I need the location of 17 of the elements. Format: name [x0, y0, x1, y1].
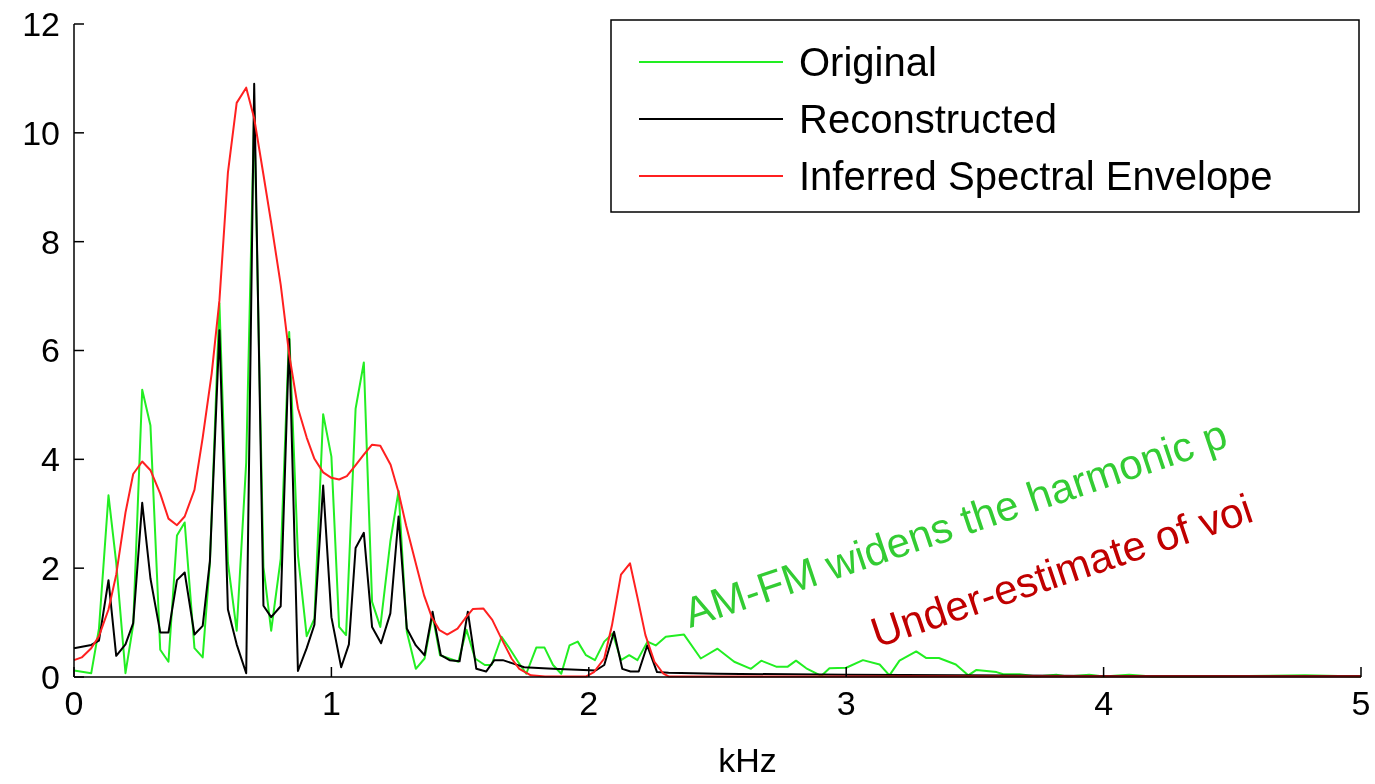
y-tick-label: 0 [41, 657, 60, 696]
legend-label: Reconstructed [799, 97, 1057, 141]
x-tick-label: 4 [1094, 684, 1114, 722]
x-tick-label: 5 [1351, 684, 1371, 722]
y-tick-label: 10 [22, 113, 60, 152]
y-tick-label: 4 [41, 440, 60, 479]
y-tick-label: 2 [41, 549, 60, 588]
x-tick-label: 0 [64, 684, 84, 722]
x-tick-label: 1 [321, 684, 341, 722]
legend-label: Original [799, 40, 937, 84]
x-axis-title: kHz [718, 741, 777, 779]
y-tick-label: 8 [41, 222, 60, 261]
y-tick-label: 12 [22, 4, 60, 43]
x-tick-label: 2 [579, 684, 599, 722]
x-tick-label: 3 [836, 684, 856, 722]
legend-label: Inferred Spectral Envelope [799, 154, 1273, 198]
y-tick-label: 6 [41, 331, 60, 370]
